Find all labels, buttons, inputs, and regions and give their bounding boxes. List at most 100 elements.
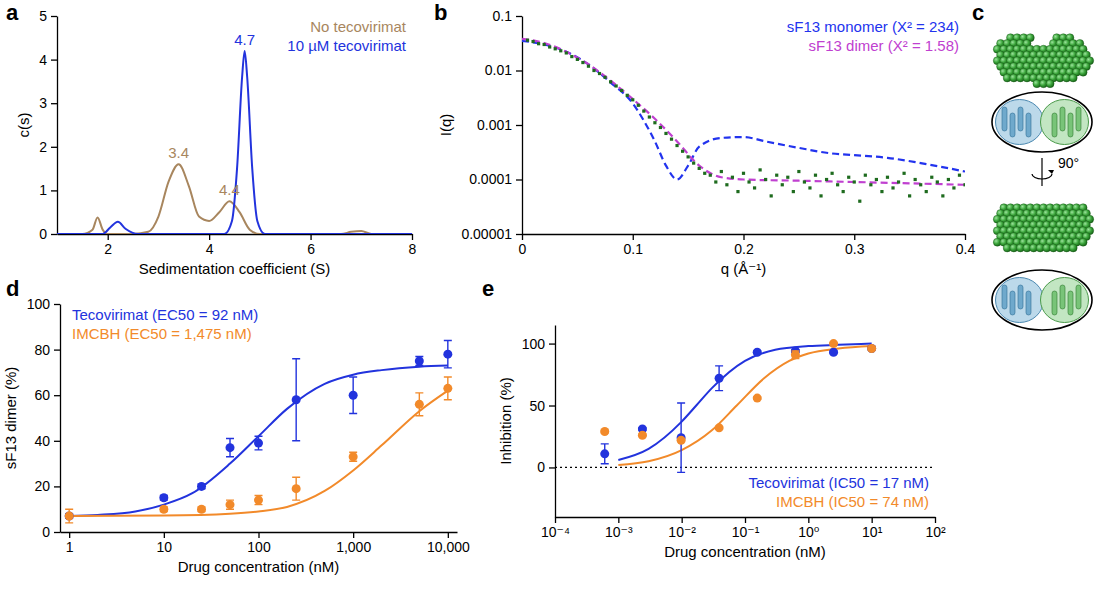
error-bar bbox=[601, 444, 609, 464]
tick-mark bbox=[54, 441, 60, 442]
helix bbox=[1052, 113, 1057, 137]
legend: Tecovirimat (EC50 = 92 nM)IMCBH (EC50 = … bbox=[72, 306, 258, 342]
tick-mark bbox=[516, 16, 522, 17]
tick-mark bbox=[935, 517, 936, 523]
point bbox=[197, 482, 206, 491]
tick-label: 0.2 bbox=[734, 241, 754, 257]
tick: 0.4 bbox=[956, 234, 976, 257]
tick-mark bbox=[618, 517, 619, 523]
tick-label: 80 bbox=[34, 342, 50, 358]
point bbox=[867, 344, 876, 353]
line bbox=[522, 41, 965, 180]
tick-label: 0.0001 bbox=[469, 171, 512, 187]
point bbox=[880, 190, 883, 193]
tick-label: 0.4 bbox=[956, 241, 976, 257]
tick-mark bbox=[353, 532, 354, 538]
point bbox=[947, 178, 950, 181]
tick-label: 0.1 bbox=[624, 241, 644, 257]
point bbox=[786, 176, 789, 179]
tick-label: 1 bbox=[39, 182, 47, 198]
point bbox=[831, 172, 834, 175]
point bbox=[930, 176, 933, 179]
tick-mark bbox=[51, 190, 57, 191]
point bbox=[642, 109, 645, 112]
tick-label: 8 bbox=[409, 241, 417, 257]
point bbox=[349, 452, 358, 461]
tick-mark bbox=[745, 517, 746, 523]
point bbox=[875, 178, 878, 181]
tick-mark bbox=[54, 486, 60, 487]
tick-mark bbox=[51, 103, 57, 104]
tick-label: 6 bbox=[307, 241, 315, 257]
line bbox=[522, 39, 965, 185]
protomer bbox=[1041, 278, 1089, 323]
helix bbox=[1010, 291, 1015, 315]
error-bar bbox=[444, 377, 452, 400]
tick: 10⁰ bbox=[798, 517, 820, 540]
point bbox=[829, 348, 838, 357]
point bbox=[792, 190, 795, 193]
error-bar bbox=[677, 403, 685, 472]
tick-label: 3 bbox=[39, 95, 47, 111]
point bbox=[349, 391, 358, 400]
tick-label: 10⁰ bbox=[798, 524, 820, 540]
tick-mark bbox=[633, 234, 634, 240]
envelope bbox=[992, 92, 1092, 152]
tick-mark bbox=[412, 234, 413, 240]
tick-mark bbox=[209, 234, 210, 240]
y-axis-title: Inhibition (%) bbox=[497, 377, 514, 465]
tick: 0 bbox=[42, 524, 60, 540]
tick-label: 1,000 bbox=[336, 539, 371, 555]
y-axis: 020406080100 bbox=[27, 296, 61, 540]
x-axis-title: q (Å⁻¹) bbox=[721, 260, 766, 277]
point bbox=[638, 431, 647, 440]
bead-model bbox=[993, 204, 1093, 252]
y-axis-title: c(s) bbox=[15, 113, 32, 138]
tick-label: 10⁻² bbox=[668, 524, 696, 540]
x-axis: 10⁻⁴10⁻³10⁻²10⁻¹10⁰10¹10² bbox=[541, 517, 946, 540]
point bbox=[908, 194, 911, 197]
point bbox=[653, 121, 656, 124]
error-bar bbox=[415, 356, 423, 365]
helix bbox=[1002, 285, 1007, 309]
tick-label: 0 bbox=[42, 524, 50, 540]
tick: 0.001 bbox=[477, 117, 522, 133]
point bbox=[847, 176, 850, 179]
point bbox=[226, 443, 235, 452]
y-axis-title: I(q) bbox=[437, 114, 454, 137]
tick: 10⁻² bbox=[668, 517, 696, 540]
tick: 0.00001 bbox=[461, 226, 522, 242]
point bbox=[886, 176, 889, 179]
helix bbox=[1018, 107, 1023, 131]
helix bbox=[1060, 107, 1065, 131]
point bbox=[936, 180, 939, 183]
point bbox=[531, 40, 534, 43]
x-axis-title: Drug concentration (nM) bbox=[178, 558, 340, 575]
tick-label: 0.3 bbox=[845, 241, 865, 257]
line bbox=[69, 391, 448, 516]
reference-line bbox=[555, 467, 935, 468]
error-bar bbox=[292, 477, 300, 500]
point bbox=[720, 170, 723, 173]
tick: 50 bbox=[529, 397, 555, 413]
legend-entry: sF13 dimer (X² = 1.58) bbox=[809, 37, 959, 54]
error-bar bbox=[415, 393, 423, 416]
point bbox=[797, 170, 800, 173]
tick: 10⁻¹ bbox=[732, 517, 760, 540]
point bbox=[897, 180, 900, 183]
helix bbox=[1002, 107, 1007, 131]
tick-mark bbox=[310, 234, 311, 240]
point bbox=[659, 126, 662, 129]
point bbox=[443, 384, 452, 393]
tick-mark bbox=[682, 517, 683, 523]
point bbox=[637, 104, 640, 107]
tick-mark bbox=[965, 234, 966, 240]
point bbox=[670, 138, 673, 141]
tick: 100 bbox=[522, 336, 555, 352]
point bbox=[626, 94, 629, 97]
point bbox=[415, 400, 424, 409]
tick-mark bbox=[516, 234, 522, 235]
tick-mark bbox=[516, 179, 522, 180]
axis-line bbox=[60, 305, 61, 533]
point bbox=[537, 42, 540, 45]
